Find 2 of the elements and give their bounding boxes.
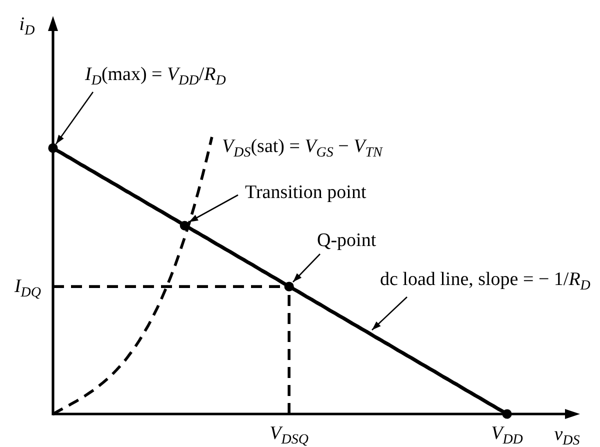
annotation: Q-point [317, 230, 377, 251]
annotation: Transition point [245, 182, 367, 203]
